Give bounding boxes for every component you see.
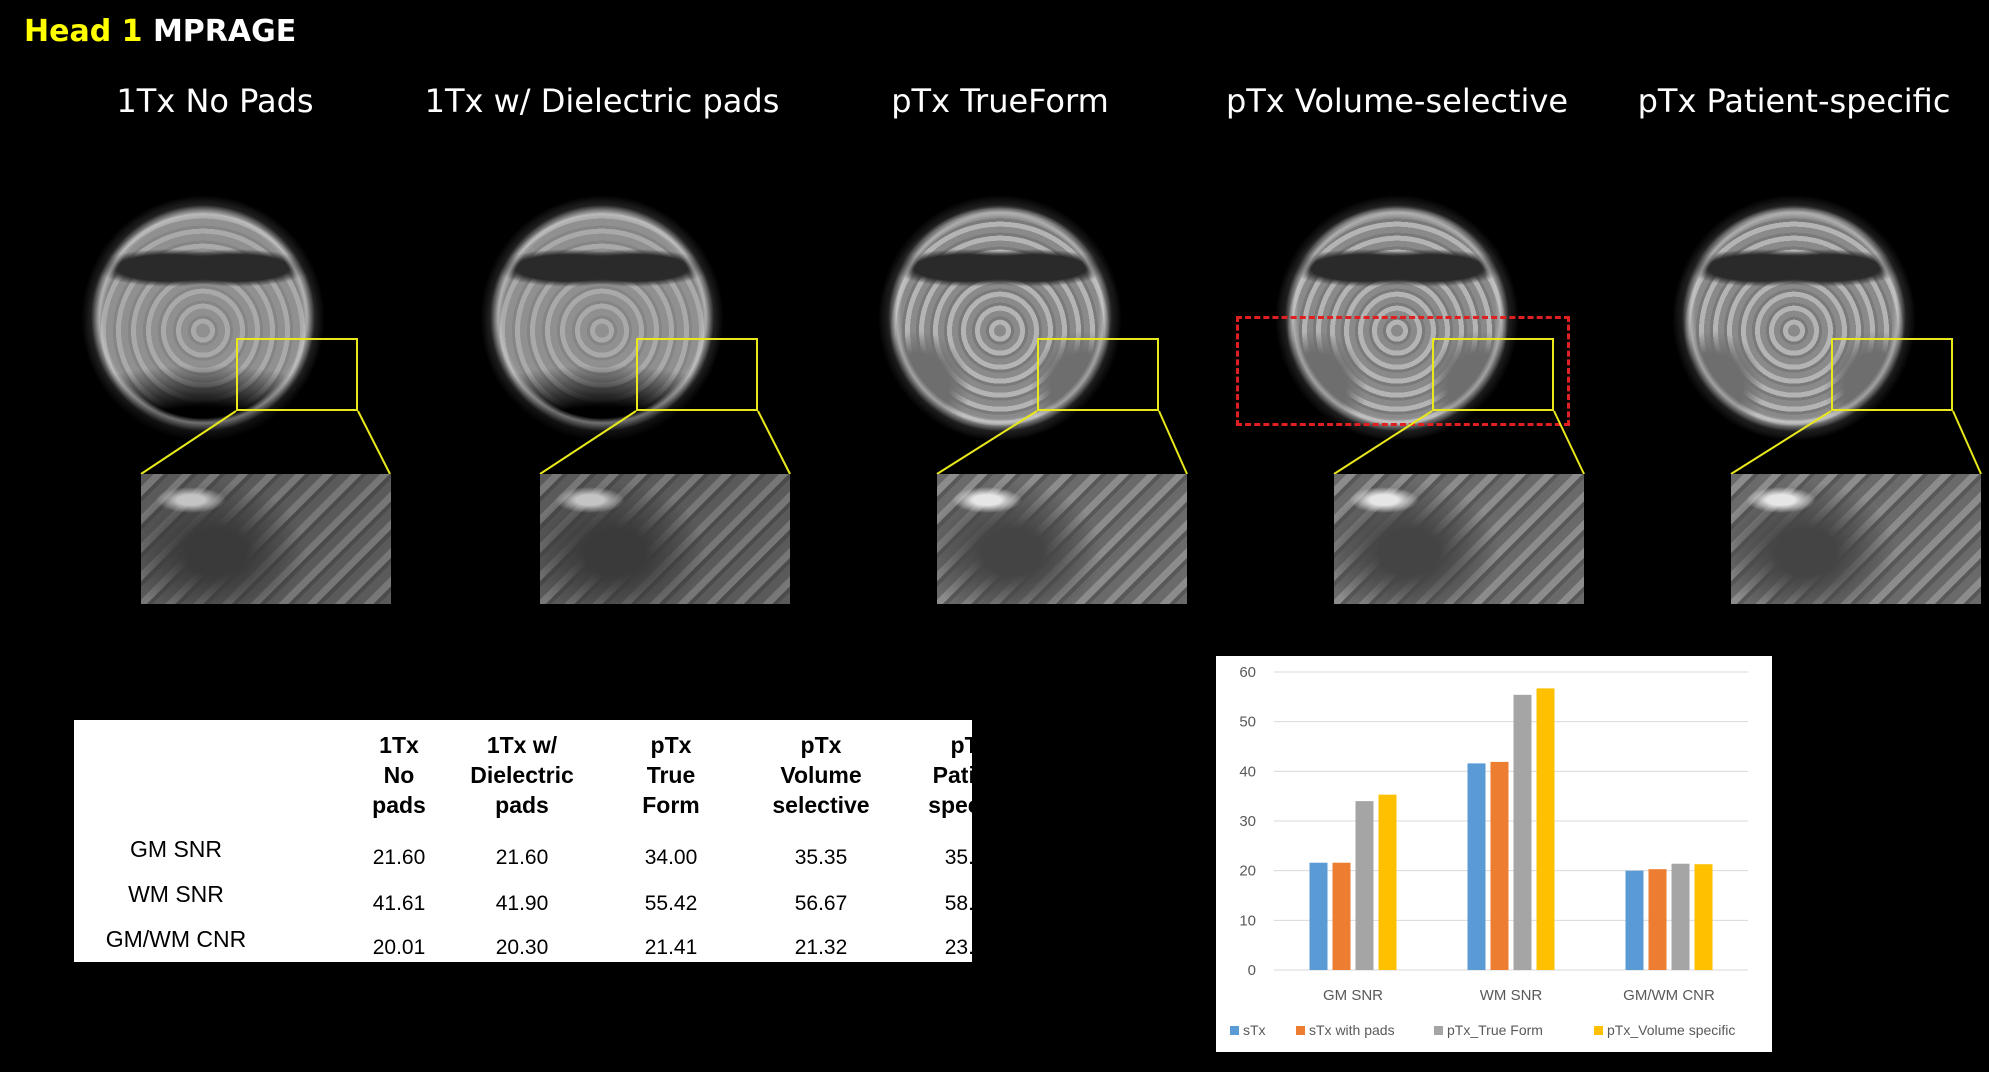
column-label-1tx-no-pads: 1Tx No Pads bbox=[116, 82, 314, 120]
mri-image-ptx-volume bbox=[1210, 136, 1584, 450]
mri-image-ptx-trueform bbox=[813, 136, 1187, 450]
zoom-inset-1tx-no-pads bbox=[141, 474, 391, 604]
figure-heading: Head 1 MPRAGE bbox=[24, 14, 296, 49]
snr-cnr-table: 1Tx No pads 1Tx w/Dielectric pads pTx True Fo… bbox=[74, 720, 1014, 962]
table-cell: 56.67 bbox=[794, 892, 848, 915]
legend-swatch bbox=[1594, 1026, 1603, 1035]
table-row-label: WM SNR bbox=[128, 881, 224, 907]
x-category-label: GM/WM CNR bbox=[1623, 987, 1715, 1004]
table-cell: 21.32 bbox=[794, 936, 848, 959]
y-tick-label: 30 bbox=[1239, 813, 1256, 830]
legend-label: pTx_True Form bbox=[1447, 1022, 1543, 1038]
table-cell: 55.42 bbox=[644, 892, 698, 915]
bar bbox=[1378, 794, 1397, 970]
table-header: 1Tx w/Dielectric pads bbox=[470, 732, 574, 818]
x-category-label: WM SNR bbox=[1480, 987, 1543, 1004]
bar bbox=[1355, 801, 1374, 970]
legend-label: sTx with pads bbox=[1309, 1022, 1395, 1038]
roi-box bbox=[1037, 338, 1159, 411]
y-tick-label: 60 bbox=[1239, 664, 1256, 681]
table-cell: 34.00 bbox=[644, 846, 698, 869]
bar bbox=[1625, 870, 1644, 970]
zoom-inset-1tx-pads bbox=[540, 474, 790, 604]
legend-swatch bbox=[1230, 1026, 1239, 1035]
column-label-1tx-pads: 1Tx w/ Dielectric pads bbox=[424, 82, 780, 120]
table-row-label: GM/WM CNR bbox=[105, 926, 247, 952]
table-cell: 58.75 bbox=[944, 892, 998, 915]
column-label-ptx-trueform: pTx TrueForm bbox=[891, 82, 1109, 120]
table-cell: 35.35 bbox=[794, 846, 848, 869]
bar bbox=[1648, 869, 1667, 970]
table-cell: 23.22 bbox=[944, 936, 998, 959]
legend-label: pTx_Volume specific bbox=[1607, 1022, 1735, 1038]
legend-label: sTx bbox=[1243, 1022, 1266, 1038]
table-cell: 41.90 bbox=[495, 892, 549, 915]
bar bbox=[1536, 688, 1555, 970]
table-header: pTx Volume selective bbox=[772, 732, 870, 818]
column-label-ptx-patient: pTx Patient-specific bbox=[1637, 82, 1951, 120]
table-header: 1Tx No pads bbox=[372, 732, 426, 818]
y-tick-label: 20 bbox=[1239, 863, 1256, 880]
roi-box bbox=[1432, 338, 1554, 411]
mri-image-1tx-no-pads bbox=[16, 136, 390, 450]
roi-box bbox=[636, 338, 758, 411]
bar-chart-panel: 0 10 20 30 40 50 60 GM SNR WM SNR GM/WM CNR sTx sTx… bbox=[1216, 656, 1772, 1052]
bar bbox=[1332, 862, 1351, 970]
table-cell: 35.53 bbox=[944, 846, 998, 869]
mri-image-ptx-patient bbox=[1607, 136, 1981, 450]
roi-box bbox=[1831, 338, 1953, 411]
heading-rest: MPRAGE bbox=[152, 14, 297, 49]
y-tick-label: 0 bbox=[1248, 962, 1256, 979]
roi-box bbox=[236, 338, 358, 411]
bar-chart: 0 10 20 30 40 50 60 GM SNR WM SNR GM/WM CNR sTx sTx… bbox=[1230, 664, 1748, 1038]
mri-image-1tx-pads bbox=[415, 136, 789, 450]
bar bbox=[1467, 763, 1486, 970]
table-cell: 21.60 bbox=[495, 846, 549, 869]
bar bbox=[1309, 862, 1328, 970]
table-row-label: GM SNR bbox=[130, 836, 222, 862]
y-tick-label: 40 bbox=[1239, 763, 1256, 780]
volume-selection-box bbox=[1236, 316, 1570, 426]
y-tick-label: 10 bbox=[1239, 912, 1256, 929]
bar bbox=[1513, 694, 1532, 970]
heading-highlight: Head 1 bbox=[24, 14, 143, 49]
y-tick-label: 50 bbox=[1239, 714, 1256, 731]
table-cell: 41.61 bbox=[372, 892, 426, 915]
bar bbox=[1671, 863, 1690, 970]
zoom-inset-ptx-volume bbox=[1334, 474, 1584, 604]
table-cell: 21.41 bbox=[644, 936, 698, 959]
bar bbox=[1694, 864, 1713, 970]
bar bbox=[1490, 761, 1509, 970]
legend-swatch bbox=[1296, 1026, 1305, 1035]
x-category-label: GM SNR bbox=[1323, 987, 1383, 1004]
table-header: pTx True Form bbox=[642, 732, 700, 818]
table-cell: 20.01 bbox=[372, 936, 426, 959]
table-cell: 20.30 bbox=[495, 936, 549, 959]
zoom-inset-ptx-patient bbox=[1731, 474, 1981, 604]
column-label-ptx-volume: pTx Volume-selective bbox=[1225, 82, 1569, 120]
table-header: pTx Patient specific bbox=[928, 732, 1014, 818]
zoom-inset-ptx-trueform bbox=[937, 474, 1187, 604]
table-cell: 21.60 bbox=[372, 846, 426, 869]
legend-swatch bbox=[1434, 1026, 1443, 1035]
